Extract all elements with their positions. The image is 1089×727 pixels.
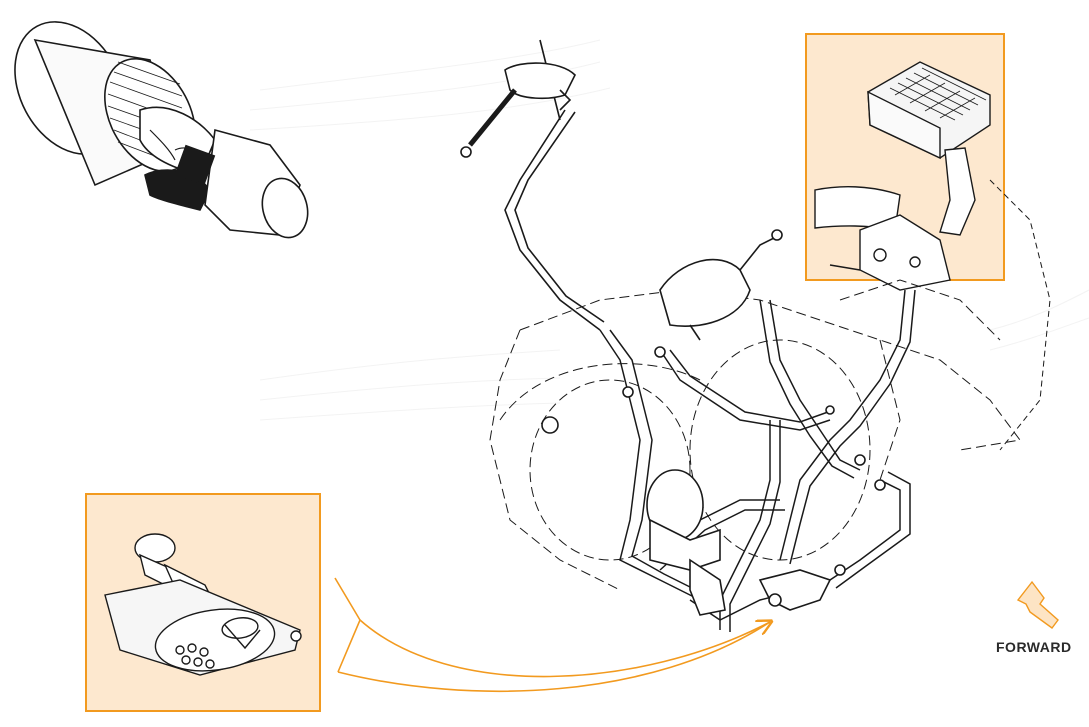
fuel-lines [599, 289, 916, 632]
bottom-left-callout [85, 493, 321, 712]
air-filter-assembly [14, 21, 309, 239]
fuel-filter-center [541, 346, 886, 616]
engine-outline [489, 279, 1021, 591]
background-streaks [249, 39, 1089, 421]
top-right-callout [805, 33, 1051, 451]
callout-pointer [334, 577, 770, 693]
ignition-coil [460, 39, 783, 341]
forward-label: FORWARD [996, 639, 1072, 655]
forward-arrow-icon [1016, 580, 1059, 629]
